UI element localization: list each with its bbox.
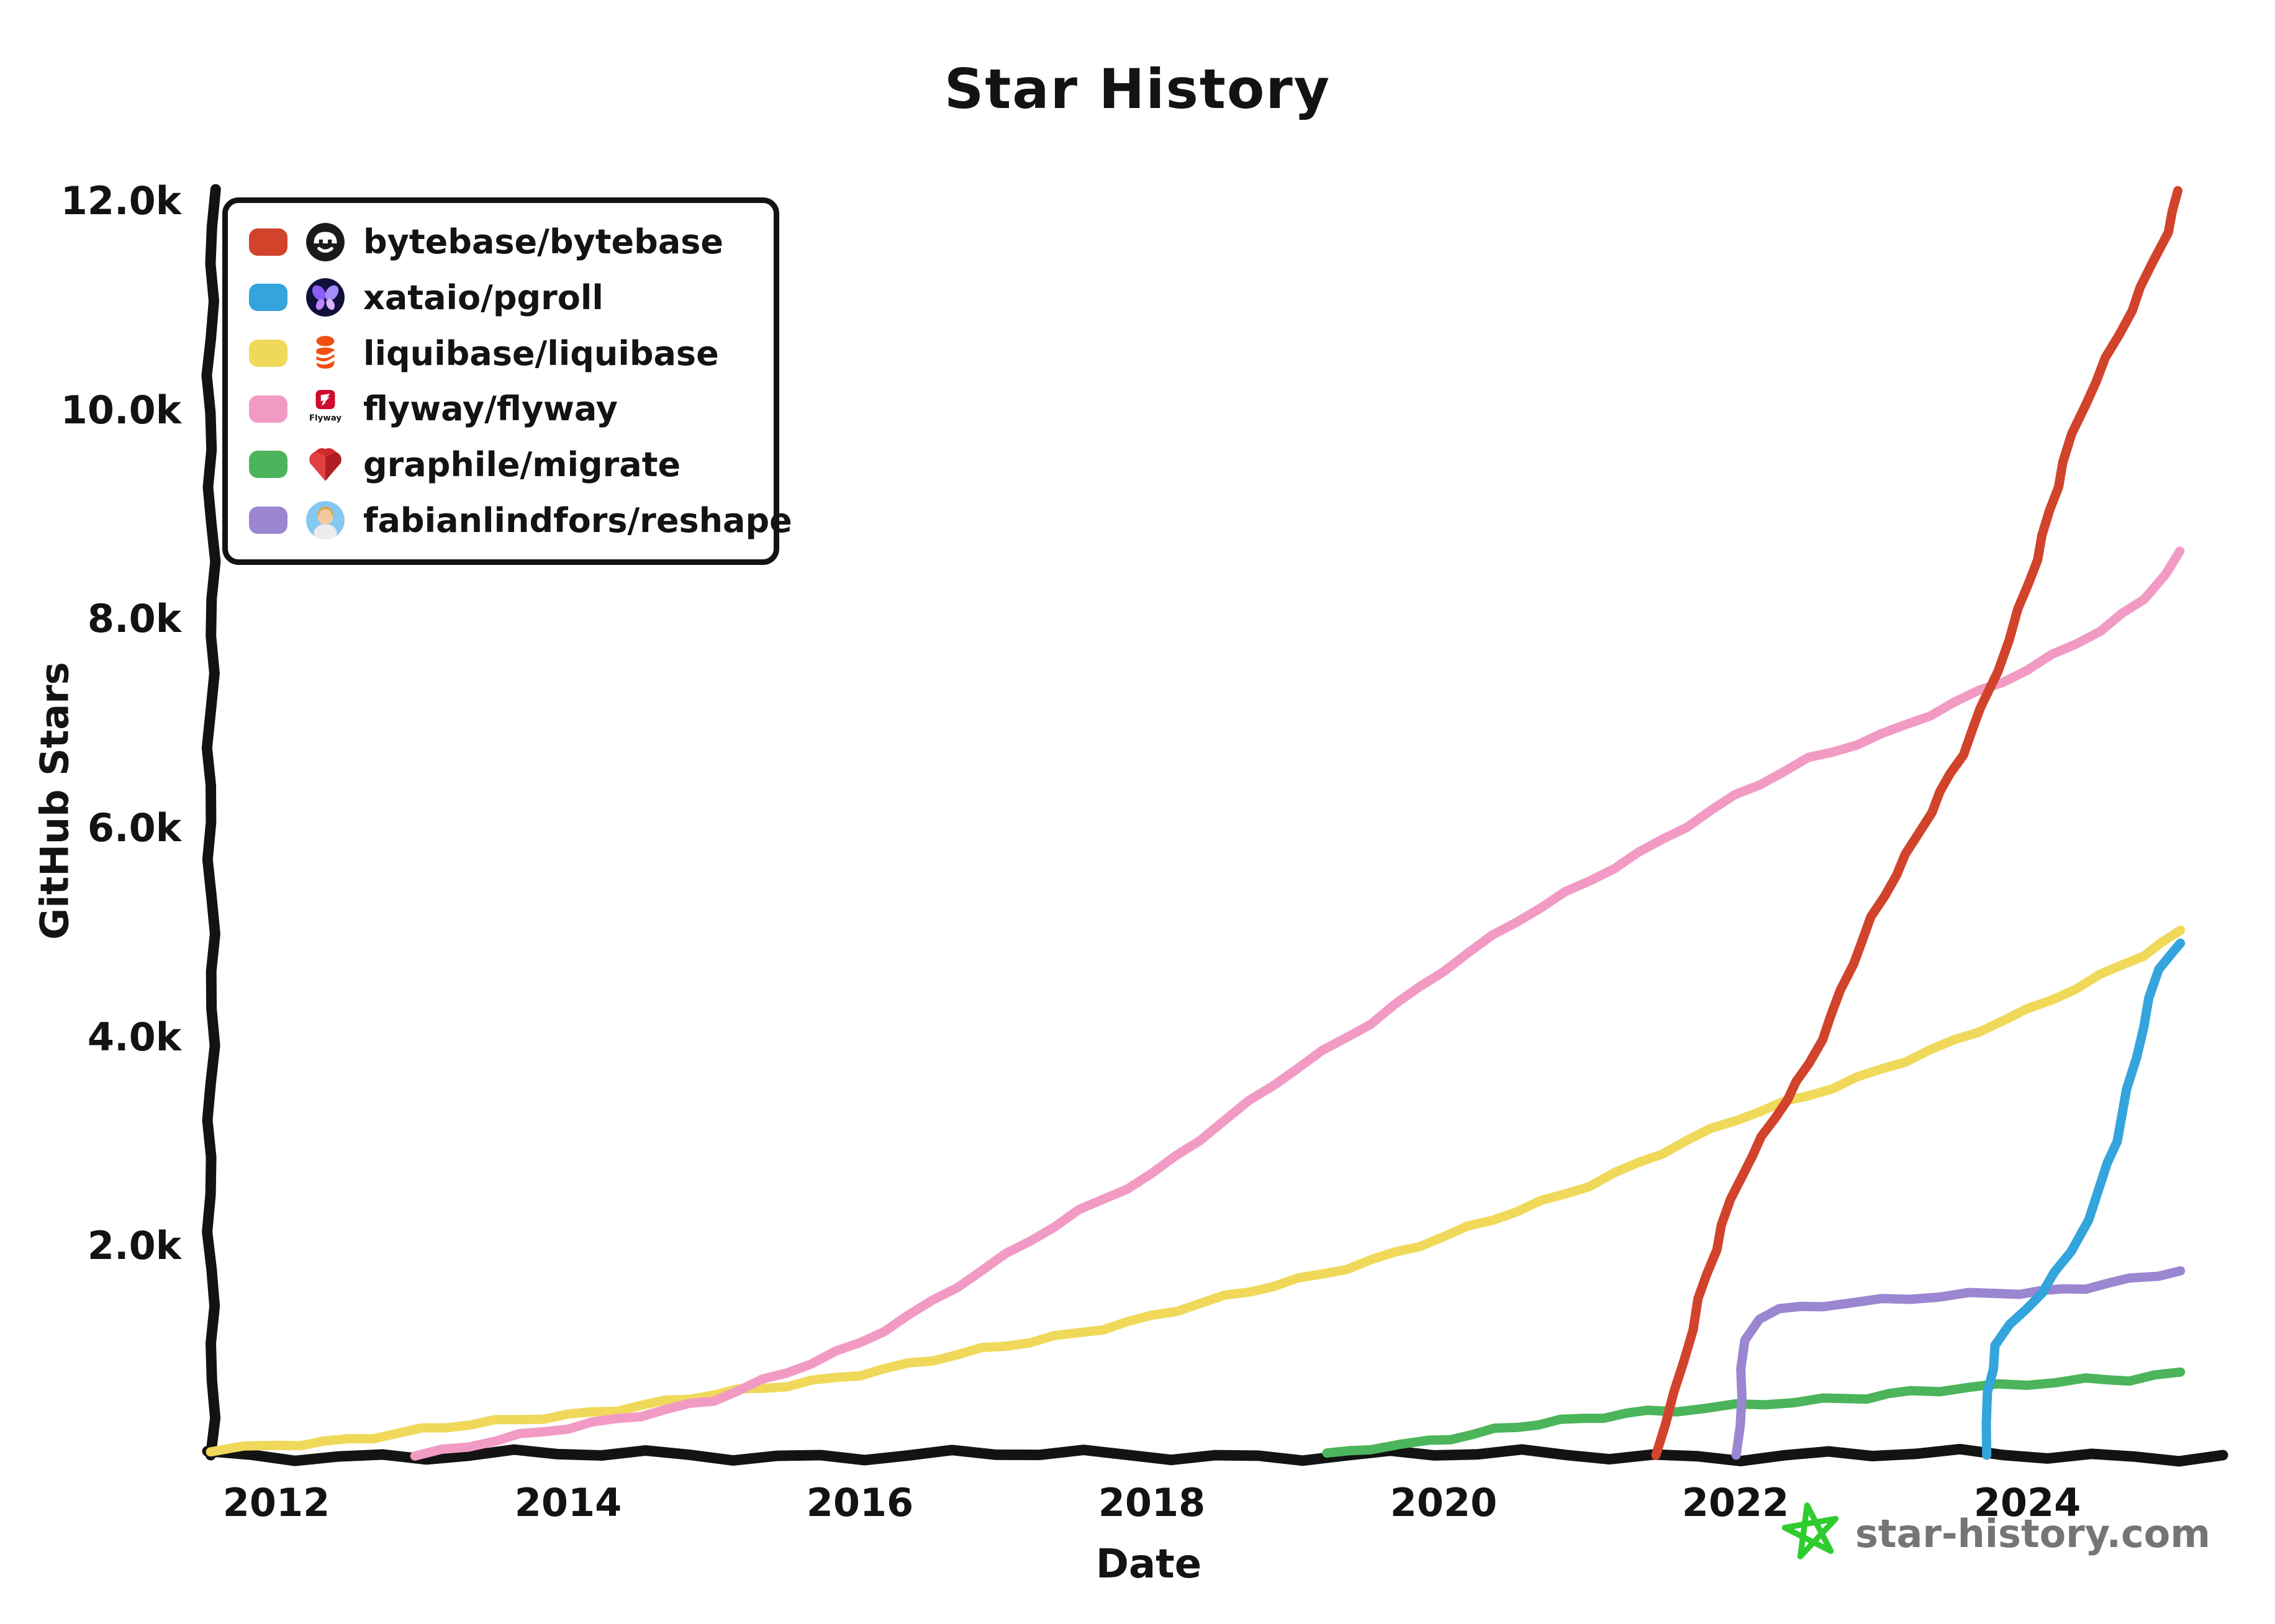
legend-label: liquibase/liquibase bbox=[363, 333, 719, 373]
x-tick-label: 2022 bbox=[1681, 1480, 1789, 1525]
series-line-fabianlindfors-reshape bbox=[1731, 1266, 2186, 1460]
chart-title: Star History bbox=[944, 57, 1331, 121]
legend-label: graphile/migrate bbox=[363, 444, 681, 484]
y-tick-label: 12.0k bbox=[60, 178, 181, 224]
x-axis-line bbox=[202, 1443, 2228, 1467]
series-line-xataio-pgroll bbox=[1981, 938, 2186, 1460]
bytebase-color-swatch bbox=[249, 228, 287, 256]
y-tick-label: 6.0k bbox=[87, 805, 181, 851]
legend-item-liquibase: liquibase/liquibase bbox=[249, 327, 753, 380]
reshape-avatar-icon bbox=[305, 500, 346, 541]
watermark-link[interactable]: star-history.com bbox=[1780, 1499, 2210, 1568]
legend-label: xataio/pgroll bbox=[363, 277, 604, 317]
y-axis-line bbox=[201, 184, 221, 1461]
x-tick-label: 2012 bbox=[222, 1480, 330, 1525]
liquibase-logo-icon bbox=[305, 333, 346, 374]
x-tick-label: 2018 bbox=[1098, 1480, 1206, 1525]
series-line-flyway-flyway bbox=[410, 546, 2185, 1461]
y-tick-label: 2.0k bbox=[87, 1223, 181, 1269]
legend-label: flyway/flyway bbox=[363, 389, 618, 429]
x-axis-title: Date bbox=[1095, 1541, 1202, 1587]
legend-label: bytebase/bytebase bbox=[363, 222, 724, 262]
y-tick-label: 10.0k bbox=[60, 387, 181, 433]
x-tick-label: 2016 bbox=[806, 1480, 914, 1525]
legend-item-flyway: Flyway flyway/flyway bbox=[249, 382, 753, 436]
watermark-text: star-history.com bbox=[1855, 1510, 2210, 1556]
legend-item-graphile: graphile/migrate bbox=[249, 438, 753, 491]
legend-label: fabianlindfors/reshape bbox=[363, 500, 792, 540]
reshape-color-swatch bbox=[249, 507, 287, 535]
y-tick-label: 4.0k bbox=[87, 1014, 181, 1060]
liquibase-color-swatch bbox=[249, 340, 287, 368]
y-axis-title: GitHub Stars bbox=[32, 662, 78, 940]
legend-item-reshape: fabianlindfors/reshape bbox=[249, 494, 792, 547]
legend-box: bytebase/bytebase xataio/pgroll bbox=[222, 197, 792, 565]
flyway-logo-icon: Flyway bbox=[305, 389, 346, 430]
y-tick-label: 8.0k bbox=[87, 596, 181, 642]
series-line-bytebase-bytebase bbox=[1651, 186, 2182, 1460]
pgroll-color-swatch bbox=[249, 284, 287, 312]
star-history-star-icon bbox=[1780, 1498, 1844, 1569]
x-tick-label: 2024 bbox=[1973, 1480, 2081, 1525]
graphile-color-swatch bbox=[249, 451, 287, 479]
bytebase-logo-icon bbox=[305, 222, 346, 263]
graphile-logo-icon bbox=[305, 444, 346, 485]
series-line-liquibase-liquibase bbox=[206, 926, 2186, 1457]
svg-text:Flyway: Flyway bbox=[309, 413, 341, 423]
flyway-color-swatch bbox=[249, 395, 287, 423]
xata-logo-icon bbox=[305, 277, 346, 318]
series-line-graphile-migrate bbox=[1322, 1367, 2186, 1458]
legend-item-bytebase: bytebase/bytebase bbox=[249, 215, 753, 269]
x-tick-label: 2020 bbox=[1390, 1480, 1498, 1525]
legend-item-pgroll: xataio/pgroll bbox=[249, 271, 753, 324]
x-tick-label: 2014 bbox=[514, 1480, 622, 1525]
